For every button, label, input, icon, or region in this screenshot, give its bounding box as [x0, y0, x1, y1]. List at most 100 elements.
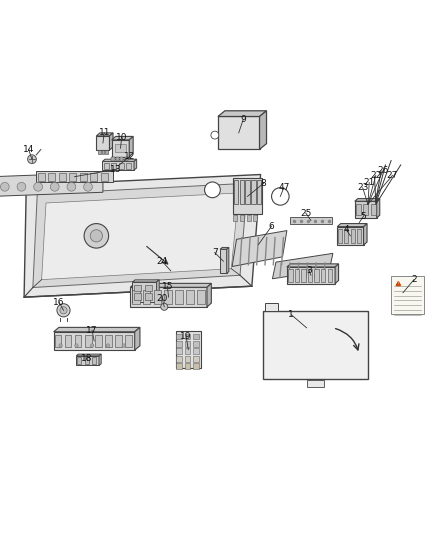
Bar — [187, 290, 194, 304]
Bar — [193, 334, 198, 339]
Bar — [301, 269, 306, 282]
Bar — [36, 171, 113, 182]
Circle shape — [34, 182, 42, 191]
Bar — [265, 303, 278, 311]
Polygon shape — [272, 253, 333, 279]
Polygon shape — [135, 327, 140, 350]
Bar — [104, 163, 109, 169]
Text: 9: 9 — [240, 115, 246, 124]
Bar — [132, 282, 157, 302]
Circle shape — [84, 182, 92, 191]
Circle shape — [211, 131, 219, 139]
Bar — [127, 163, 131, 169]
Bar — [197, 290, 205, 304]
Polygon shape — [364, 223, 367, 245]
Bar — [257, 180, 261, 204]
Bar — [59, 173, 66, 181]
Bar — [240, 215, 244, 221]
Text: 24: 24 — [156, 257, 168, 266]
Polygon shape — [355, 199, 380, 201]
Bar — [307, 381, 324, 387]
Bar — [90, 173, 97, 181]
Bar — [112, 140, 129, 157]
Circle shape — [106, 344, 110, 348]
Bar — [337, 227, 364, 245]
Text: 20: 20 — [156, 294, 168, 303]
Bar — [145, 294, 152, 300]
Polygon shape — [157, 280, 159, 302]
Text: 12: 12 — [124, 151, 136, 160]
Text: 1: 1 — [288, 310, 294, 319]
Bar — [164, 290, 173, 304]
Bar — [98, 150, 100, 154]
Bar — [391, 276, 424, 313]
Bar — [176, 334, 182, 339]
Bar — [184, 356, 190, 361]
Bar — [77, 357, 81, 364]
Bar — [193, 364, 198, 369]
Circle shape — [75, 344, 78, 348]
Bar — [287, 267, 335, 284]
Circle shape — [59, 344, 63, 348]
Text: 47: 47 — [278, 183, 290, 192]
Text: 22: 22 — [370, 171, 381, 180]
Bar — [355, 201, 377, 218]
Polygon shape — [337, 223, 367, 227]
Polygon shape — [112, 136, 133, 140]
Bar — [245, 180, 250, 204]
Text: 2: 2 — [411, 275, 417, 284]
Polygon shape — [259, 111, 266, 149]
Text: 5: 5 — [360, 212, 367, 221]
Polygon shape — [0, 173, 103, 198]
Circle shape — [84, 223, 109, 248]
Bar — [233, 179, 261, 214]
Bar — [125, 157, 128, 161]
Bar — [328, 269, 332, 282]
Bar — [125, 335, 132, 348]
Bar — [120, 157, 124, 161]
Bar — [65, 335, 71, 348]
Bar — [80, 173, 87, 181]
Bar — [134, 294, 141, 300]
Bar — [153, 290, 161, 304]
Circle shape — [122, 344, 125, 348]
Polygon shape — [129, 136, 133, 157]
Circle shape — [57, 304, 70, 317]
Bar — [92, 357, 96, 364]
Circle shape — [90, 344, 94, 348]
Bar — [357, 229, 361, 243]
Bar — [105, 335, 112, 348]
Bar — [105, 150, 107, 154]
Bar — [176, 356, 182, 361]
Bar — [233, 215, 237, 221]
Bar — [295, 269, 299, 282]
Bar — [134, 285, 141, 291]
Bar — [131, 290, 139, 304]
Text: 21: 21 — [364, 178, 375, 187]
Polygon shape — [220, 247, 229, 249]
Bar — [95, 335, 102, 348]
Bar — [338, 229, 343, 243]
Circle shape — [272, 188, 289, 205]
Bar — [38, 173, 45, 181]
Polygon shape — [53, 327, 140, 332]
Polygon shape — [102, 159, 137, 161]
Polygon shape — [99, 354, 101, 366]
Bar — [321, 269, 325, 282]
Text: 19: 19 — [180, 332, 192, 341]
Text: 7: 7 — [212, 248, 218, 257]
Text: 4: 4 — [343, 225, 349, 234]
Text: 14: 14 — [23, 144, 34, 154]
Bar — [220, 249, 227, 273]
Bar — [119, 163, 124, 169]
Bar — [184, 341, 190, 346]
Text: 8: 8 — [261, 179, 267, 188]
Bar — [247, 215, 251, 221]
Bar — [55, 335, 61, 348]
Bar — [102, 150, 104, 154]
Text: 23: 23 — [357, 183, 368, 192]
Circle shape — [90, 230, 102, 242]
Bar — [115, 144, 126, 152]
Bar — [53, 332, 135, 350]
Bar — [184, 334, 190, 339]
